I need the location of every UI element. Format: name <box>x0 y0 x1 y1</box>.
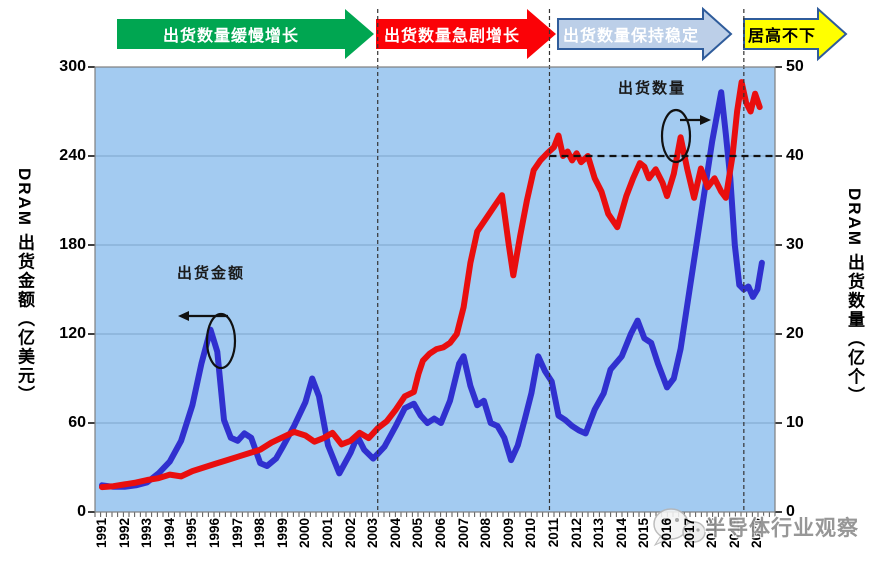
stage-arrow-label-stable: 出货数量保持稳定 <box>562 28 700 45</box>
year-label-2008: 2008 <box>478 518 494 549</box>
right-axis-tick-label: 20 <box>786 325 804 342</box>
stage-arrow-1 <box>117 9 374 59</box>
revenue-annotation-arrowhead <box>178 311 189 321</box>
year-label-1999: 1999 <box>274 518 290 549</box>
year-label-2010: 2010 <box>523 518 539 549</box>
year-label-1992: 1992 <box>116 518 132 549</box>
wechat-icon-part <box>696 528 700 532</box>
wechat-icon-part <box>675 518 679 522</box>
year-label-2012: 2012 <box>568 518 584 549</box>
right-axis-tick-label: 40 <box>786 147 804 164</box>
year-label-2015: 2015 <box>636 518 652 549</box>
units-annotation-label: 出货数量 <box>618 80 687 97</box>
left-axis-tick-label: 60 <box>68 414 86 431</box>
year-label-2003: 2003 <box>365 518 381 549</box>
year-label-1998: 1998 <box>252 518 268 549</box>
year-label-2013: 2013 <box>591 518 607 549</box>
year-label-2009: 2009 <box>500 518 516 549</box>
right-axis-tick-label: 30 <box>786 236 804 253</box>
wechat-icon-part <box>663 518 667 522</box>
plot-border <box>94 66 776 513</box>
year-label-1991: 1991 <box>94 518 109 549</box>
stage-arrow-4 <box>743 6 848 62</box>
left-axis-tick-label: 120 <box>59 325 86 342</box>
stage-arrow-3 <box>557 6 733 62</box>
left-axis-tick-label: 0 <box>77 503 86 520</box>
year-label-2000: 2000 <box>297 518 313 549</box>
wechat-icon-part <box>688 528 692 532</box>
year-label-2016: 2016 <box>659 518 674 549</box>
units-line-series <box>99 79 763 491</box>
year-label-1994: 1994 <box>161 518 177 549</box>
right-axis-title: DRAM 出货数量（亿个） <box>845 188 864 406</box>
wechat-icon <box>653 508 706 547</box>
watermark-text: 半导体行业观察 <box>705 517 859 540</box>
left-axis-tick-label: 240 <box>59 147 86 164</box>
year-label-2014: 2014 <box>613 518 629 549</box>
units-highlight-ellipse <box>660 108 692 164</box>
left-axis-title: DRAM 出货金额（亿美元） <box>15 168 34 405</box>
year-label-2006: 2006 <box>433 518 448 549</box>
year-label-1997: 1997 <box>229 518 245 549</box>
plot-area <box>95 67 775 512</box>
revenue-line-series <box>99 89 765 490</box>
left-axis-tick-label: 300 <box>59 58 86 75</box>
wechat-icon-part <box>682 521 706 543</box>
right-axis-tick-label: 0 <box>786 503 795 520</box>
year-label-2011: 2011 <box>546 518 561 548</box>
right-axis-tick-label: 10 <box>786 414 804 431</box>
stage-arrow-label-high: 居高不下 <box>747 28 817 45</box>
left-axis-tick-label: 180 <box>59 236 86 253</box>
year-label-2007: 2007 <box>455 518 471 549</box>
revenue-highlight-ellipse <box>205 312 237 370</box>
year-label-1996: 1996 <box>207 518 222 549</box>
year-label-2004: 2004 <box>387 518 403 549</box>
year-label-2017: 2017 <box>681 518 697 549</box>
units-annotation-arrowhead <box>700 115 711 125</box>
stage-arrow-label-rapid-growth: 出货数量急剧增长 <box>383 28 521 45</box>
revenue-annotation-label: 出货金额 <box>177 265 246 282</box>
stage-arrow-2 <box>376 9 556 59</box>
wechat-icon-part <box>653 536 670 547</box>
right-axis-tick-label: 50 <box>786 58 804 75</box>
year-label-2002: 2002 <box>342 518 358 549</box>
year-label-2001: 2001 <box>320 518 335 549</box>
stage-arrow-label-slow-growth: 出货数量缓慢增长 <box>162 28 300 45</box>
year-label-1995: 1995 <box>184 518 200 549</box>
year-label-2005: 2005 <box>410 518 426 549</box>
year-label-1993: 1993 <box>139 518 155 549</box>
